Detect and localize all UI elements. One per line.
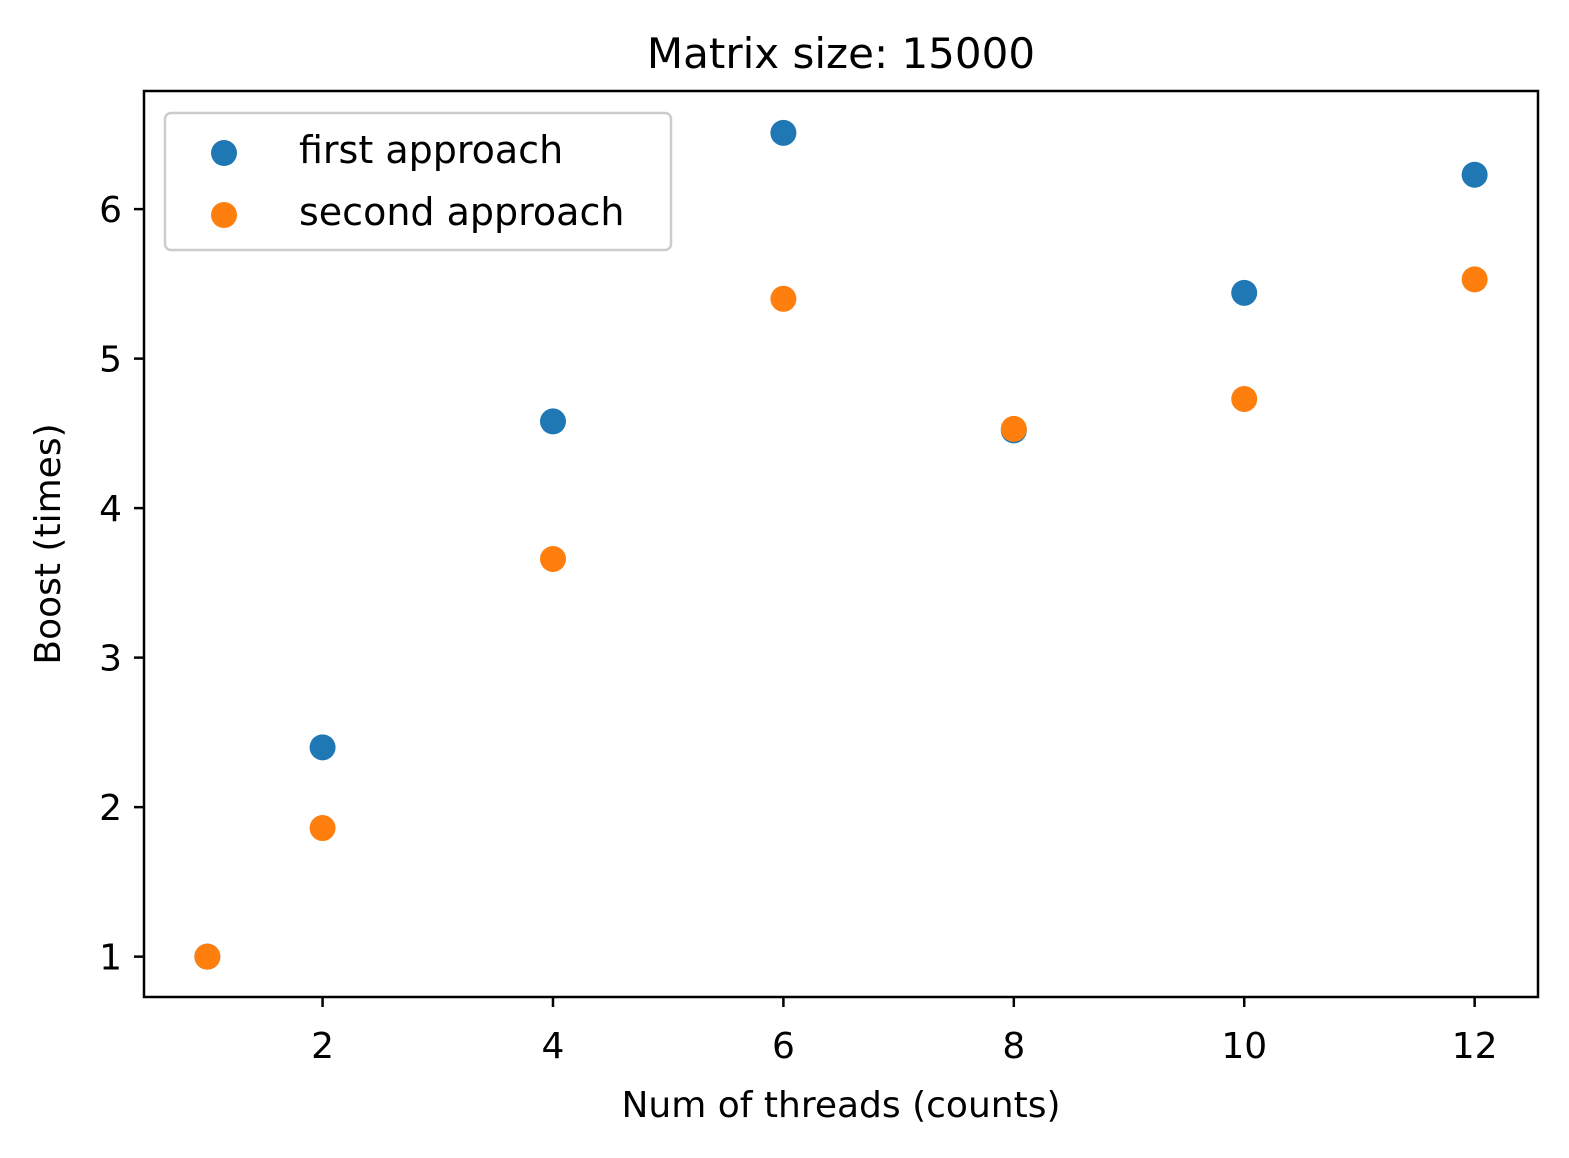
x-axis-ticks: 2 4 6 8 10 12 [311, 997, 1498, 1067]
chart-title: Matrix size: 15000 [647, 29, 1035, 78]
x-tick-label: 10 [1221, 1026, 1267, 1067]
x-tick-label: 6 [772, 1026, 795, 1067]
y-tick-label: 4 [99, 489, 122, 530]
data-point-second-approach [309, 815, 336, 842]
y-axis-ticks: 1 2 3 4 5 6 [99, 190, 144, 979]
data-point-first-approach [309, 734, 336, 761]
y-axis-label: Boost (times) [28, 423, 69, 664]
plot-area-frame [142, 89, 1540, 999]
data-point-second-approach [539, 545, 566, 572]
data-point-second-approach [194, 943, 221, 970]
data-point-second-approach [1231, 385, 1258, 412]
data-point-second-approach [770, 285, 797, 312]
legend-box [163, 111, 673, 252]
x-axis-label: Num of threads (counts) [621, 1085, 1060, 1126]
y-tick-label: 1 [99, 938, 122, 979]
legend: first approach second approach [163, 111, 673, 252]
y-tick-label: 3 [99, 639, 122, 680]
x-tick-label: 12 [1452, 1026, 1498, 1067]
y-tick-label: 5 [99, 340, 122, 381]
x-tick-label: 4 [542, 1026, 565, 1067]
y-tick-label: 6 [99, 190, 122, 231]
data-point-second-approach [1000, 415, 1027, 442]
data-point-first-approach [1231, 279, 1258, 306]
data-point-first-approach [539, 408, 566, 435]
data-point-first-approach [770, 119, 797, 146]
legend-marker-first-approach [211, 140, 237, 166]
legend-label-first-approach: first approach [299, 128, 563, 172]
data-point-second-approach [1461, 266, 1488, 293]
legend-label-second-approach: second approach [299, 190, 624, 234]
legend-marker-second-approach [211, 202, 237, 228]
x-tick-label: 8 [1002, 1026, 1025, 1067]
x-tick-label: 2 [311, 1026, 334, 1067]
data-points [194, 119, 1488, 970]
data-point-first-approach [1461, 161, 1488, 188]
y-tick-label: 2 [99, 788, 122, 829]
